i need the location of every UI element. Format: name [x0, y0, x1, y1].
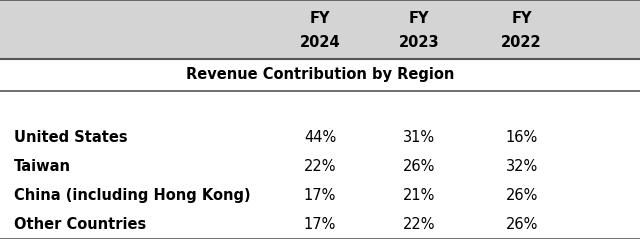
- Text: 16%: 16%: [506, 130, 538, 145]
- Text: FY: FY: [511, 11, 532, 26]
- Text: 17%: 17%: [304, 217, 336, 232]
- Text: Revenue Contribution by Region: Revenue Contribution by Region: [186, 67, 454, 82]
- Text: 26%: 26%: [403, 159, 435, 174]
- Text: Other Countries: Other Countries: [14, 217, 147, 232]
- Text: FY: FY: [409, 11, 429, 26]
- Text: 32%: 32%: [506, 159, 538, 174]
- Text: United States: United States: [14, 130, 128, 145]
- Text: 2023: 2023: [399, 35, 440, 50]
- Text: 17%: 17%: [304, 188, 336, 203]
- Text: China (including Hong Kong): China (including Hong Kong): [14, 188, 251, 203]
- Text: 22%: 22%: [304, 159, 336, 174]
- Text: 26%: 26%: [506, 217, 538, 232]
- Bar: [0, 0, 640, 59]
- Text: 22%: 22%: [403, 217, 435, 232]
- Text: 26%: 26%: [506, 188, 538, 203]
- Text: FY: FY: [310, 11, 330, 26]
- Text: 21%: 21%: [403, 188, 435, 203]
- Text: 2022: 2022: [501, 35, 542, 50]
- Text: 2024: 2024: [300, 35, 340, 50]
- Text: 31%: 31%: [403, 130, 435, 145]
- Text: Taiwan: Taiwan: [14, 159, 71, 174]
- Text: 44%: 44%: [304, 130, 336, 145]
